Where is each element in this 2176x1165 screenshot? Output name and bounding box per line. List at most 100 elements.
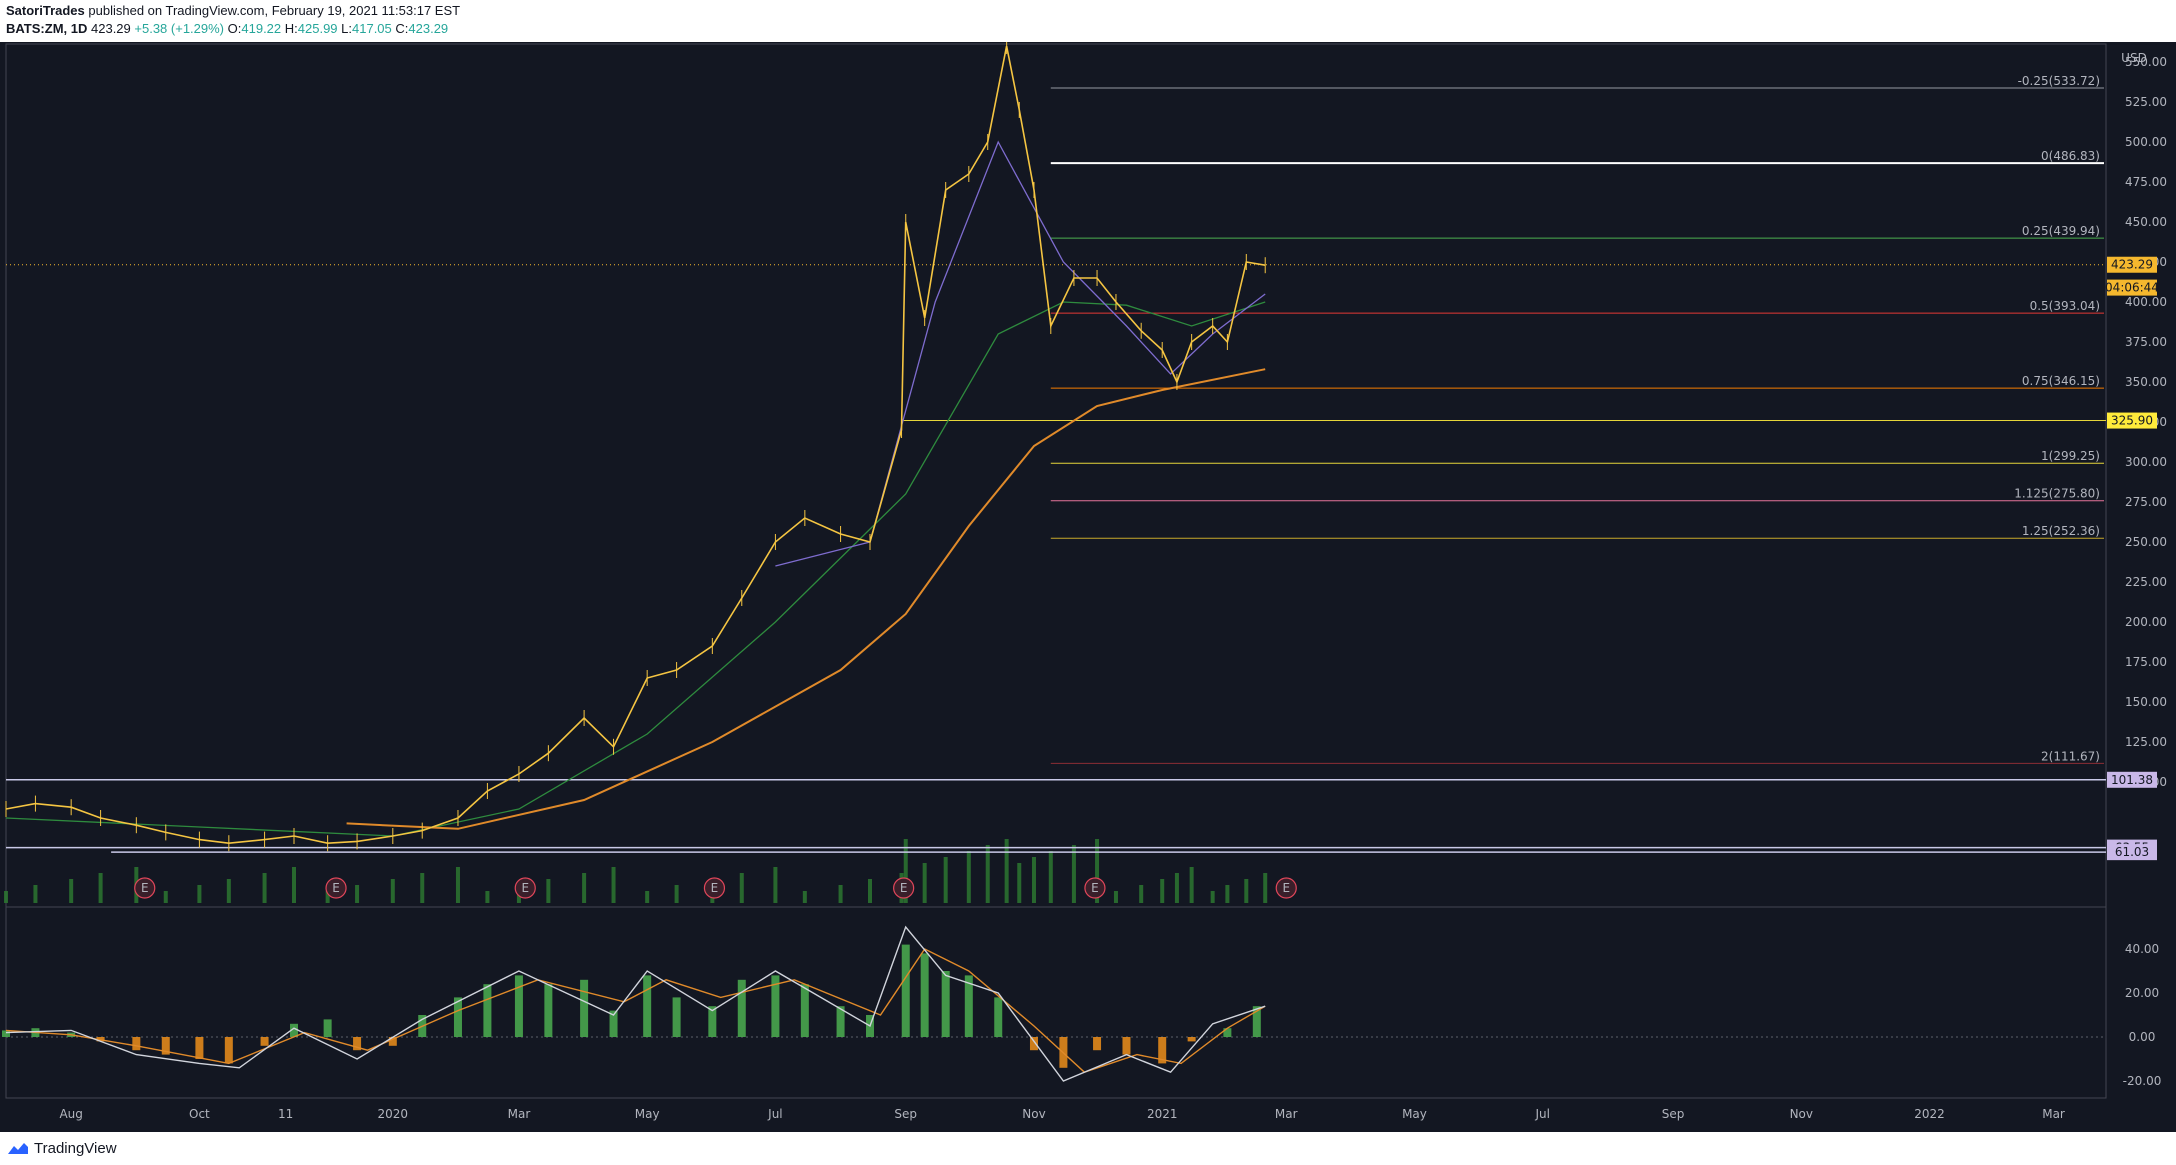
volume-bar: [966, 851, 971, 903]
ema-slow-line: [346, 368, 1266, 830]
price-tick-label: 375.00: [2125, 335, 2167, 349]
earnings-marker: [325, 877, 347, 899]
earnings-marker: [514, 877, 536, 899]
close-value: 423.29: [408, 21, 449, 36]
macd-histogram-bar: [161, 1037, 170, 1055]
brand-label[interactable]: TradingView: [34, 1140, 117, 1157]
macd-histogram-bar: [544, 984, 553, 1037]
ema-fast-line: [775, 140, 1266, 567]
earnings-label: E: [1282, 881, 1290, 895]
macd-tick-label: 40.00: [2125, 942, 2159, 956]
macd-histogram-bar: [800, 984, 809, 1037]
macd-pane: [2, 925, 1266, 1082]
macd-histogram-bar: [920, 953, 929, 1037]
volume-bar: [1263, 873, 1268, 903]
time-tick-label: 2020: [378, 1107, 409, 1121]
volume-bar: [33, 885, 38, 903]
volume-bar: [1139, 885, 1144, 903]
volume-bar: [69, 879, 74, 903]
macd-histogram-bar: [672, 997, 681, 1037]
fib-level-label: 0.25(439.94): [2022, 224, 2100, 238]
time-tick-label: Mar: [508, 1107, 531, 1121]
time-tick-label: Sep: [894, 1107, 917, 1121]
macd-histogram-bar: [132, 1037, 141, 1051]
macd-histogram-bar: [1158, 1037, 1167, 1064]
moving-averages: [5, 140, 1266, 837]
macd-histogram-bar: [643, 975, 652, 1037]
published-text: published on TradingView.com, February 1…: [88, 3, 461, 18]
price-tag-box: [2107, 412, 2157, 429]
publish-header: SatoriTrades published on TradingView.co…: [0, 0, 2176, 42]
volume-bar: [868, 879, 873, 903]
earnings-label: E: [141, 881, 149, 895]
macd-histogram-bar: [941, 971, 950, 1037]
macd-histogram-bar: [737, 979, 746, 1037]
fib-level-label: -0.25(533.72): [2018, 74, 2100, 88]
macd-tick-label: 20.00: [2125, 986, 2159, 1000]
volume-bar: [1071, 845, 1076, 903]
macd-histogram-bar: [483, 984, 492, 1037]
price-tick-label: 400.00: [2125, 295, 2167, 309]
price-tick-label: 175.00: [2125, 655, 2167, 669]
volume-bar: [1210, 891, 1215, 903]
price-unit-label: USD: [2121, 51, 2147, 65]
volume-bar: [262, 873, 267, 903]
macd-tick-label: 0.00: [2129, 1030, 2156, 1044]
symbol-label[interactable]: BATS:ZM, 1D: [6, 21, 88, 36]
tradingview-footer: TradingView: [0, 1132, 2176, 1165]
volume-bar: [773, 867, 778, 903]
price-tick-label: 525.00: [2125, 95, 2167, 109]
volume-bar: [1048, 851, 1053, 903]
chart-border: [5, 43, 2107, 1099]
volume-bar: [1174, 873, 1179, 903]
price-tick-label: 350.00: [2125, 375, 2167, 389]
price-tick-label: 450.00: [2125, 215, 2167, 229]
macd-histogram-bar: [1093, 1037, 1102, 1051]
fib-level-label: 2(111.67): [2041, 749, 2100, 763]
volume-bar: [1160, 879, 1165, 903]
price-tick-label: 225.00: [2125, 575, 2167, 589]
fib-extension[interactable]: -0.25(533.72) 0(486.83) 0.25(439.94) 0.5(39…: [6, 74, 2106, 853]
price-tick-label: 550.00: [2125, 55, 2167, 69]
publish-line: SatoriTrades published on TradingView.co…: [6, 3, 460, 18]
price-tag-box: [2107, 771, 2157, 788]
volume-bar: [838, 885, 843, 903]
price-tag-box: [2107, 256, 2157, 273]
volume-bar: [420, 873, 425, 903]
macd-histogram-bar: [1223, 1028, 1232, 1037]
macd-histogram-bar: [2, 1030, 10, 1037]
publisher-name[interactable]: SatoriTrades: [6, 3, 85, 18]
volume-bar: [485, 891, 490, 903]
low-label: L:: [341, 21, 352, 36]
ohlc-legend: BATS:ZM, 1D 423.29 +5.38 (+1.29%) O:419.…: [6, 21, 448, 36]
earnings-marker: [1084, 877, 1106, 899]
price-tag-label: 423.29: [2111, 258, 2153, 272]
price-chart[interactable]: -0.25(533.72) 0(486.83) 0.25(439.94) 0.5(39…: [0, 42, 2176, 1132]
macd-histogram-bar: [771, 975, 780, 1037]
macd-histogram-bar: [323, 1019, 332, 1037]
volume-bar: [1189, 867, 1194, 903]
volume-bar: [390, 879, 395, 903]
price-tick-label: 275.00: [2125, 495, 2167, 509]
macd-histogram-bar: [994, 997, 1003, 1037]
volume-bar: [4, 891, 8, 903]
macd-tick-label: -20.00: [2123, 1074, 2162, 1088]
tradingview-logo-icon[interactable]: [6, 1140, 30, 1156]
earnings-marker: [1275, 877, 1297, 899]
earnings-label: E: [332, 881, 340, 895]
volume-bar: [292, 867, 297, 903]
low-value: 417.05: [352, 21, 392, 36]
macd-histogram-bar: [1187, 1037, 1196, 1042]
earnings-marker: [703, 877, 726, 899]
open-value: 419.22: [241, 21, 282, 36]
price-tag-label: 101.38: [2111, 773, 2153, 787]
chart-frame: [5, 43, 2107, 1099]
volume-bar: [1225, 885, 1230, 903]
volume-bar: [325, 891, 330, 903]
close-label: C:: [395, 21, 409, 36]
macd-signal-line: [5, 948, 1266, 1073]
volume-bar: [922, 863, 927, 903]
volume-bar: [163, 891, 168, 903]
earnings-label: E: [711, 881, 719, 895]
